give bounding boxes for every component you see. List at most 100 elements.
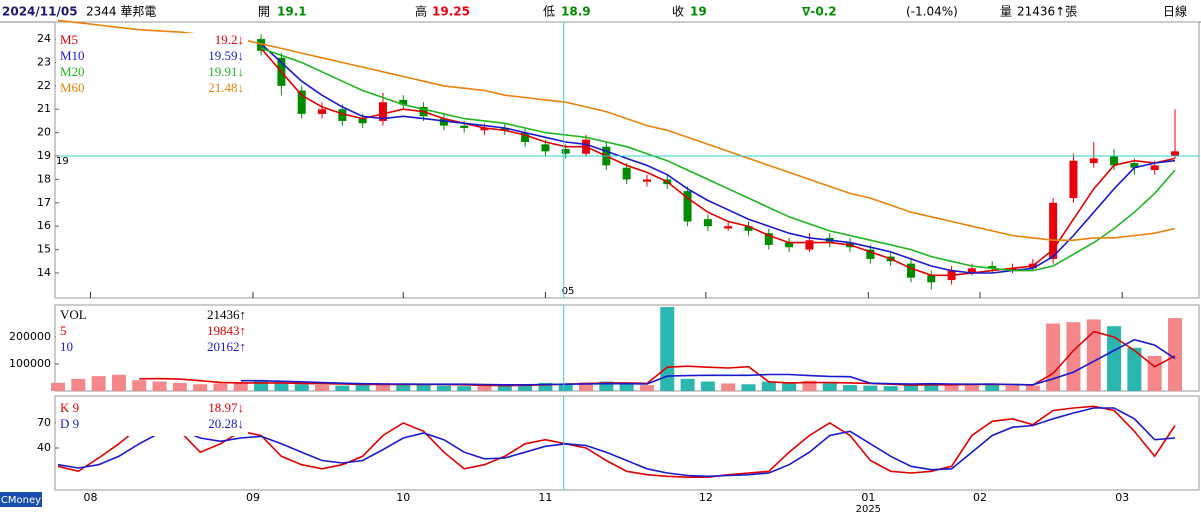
volume-bar [863, 385, 878, 391]
candle-body [541, 144, 550, 152]
candle-body [703, 219, 712, 227]
volume-bar [375, 382, 390, 391]
y-tick-label: 21 [37, 102, 51, 115]
candle-body [1171, 151, 1179, 157]
legend-value: 20.28↓ [208, 416, 244, 431]
date: 2024/11/05 [2, 5, 78, 19]
volume-bar [579, 382, 594, 391]
volume-bar [335, 385, 350, 391]
volume-bar [964, 384, 979, 391]
volume-bar [91, 376, 106, 391]
volume-bar [477, 385, 492, 391]
candle-body [967, 268, 976, 273]
candle-body [1008, 268, 1017, 271]
legend-name: M60 [60, 80, 85, 95]
candle-body [378, 102, 387, 121]
volume-bar [741, 384, 756, 391]
volume-bar [457, 386, 472, 391]
legend-name: M20 [60, 64, 85, 79]
stock-name: 2344 華邦電 [86, 5, 156, 19]
candle-body [1069, 160, 1078, 199]
volume-bar [254, 381, 269, 391]
volume-bar [416, 385, 431, 391]
volume-bar [1147, 355, 1162, 391]
y-tick-label: 14 [37, 266, 51, 279]
volume-bar [1086, 319, 1101, 391]
crosshair-y-label: 19 [56, 156, 69, 167]
legend-value: 19843↑ [207, 323, 246, 338]
x-tick-label: 08 [83, 491, 97, 504]
legend-name: 10 [60, 339, 73, 354]
volume-bar [1005, 385, 1020, 391]
volume-bar [355, 385, 370, 391]
candle-body [683, 191, 692, 222]
legend-value: 20162↑ [207, 339, 246, 354]
line-series [240, 338, 1176, 386]
open-label: 開 [258, 5, 270, 19]
candle-body [358, 118, 367, 124]
legend-name: VOL [60, 307, 87, 322]
legend-name: D 9 [60, 416, 79, 431]
volume-bar [71, 378, 86, 391]
legend-box [56, 308, 250, 359]
legend-value: 18.97↓ [208, 400, 244, 415]
volume-bar [843, 385, 858, 391]
y-tick-label: 100000 [9, 357, 51, 370]
volume-bar [51, 382, 65, 391]
volume-bar [193, 384, 208, 391]
y-tick-label: 23 [37, 55, 51, 68]
volume-bar [1025, 385, 1040, 391]
y-tick-label: 40 [37, 441, 51, 454]
candle-body [257, 39, 266, 51]
volume-bar [172, 382, 187, 391]
y-tick-label: 20 [37, 126, 51, 139]
candle-body [785, 242, 794, 248]
change: ∇-0.2 [802, 5, 837, 19]
y-tick-label: 19 [37, 149, 51, 162]
candle-body [500, 127, 509, 131]
candle-body [988, 265, 997, 269]
brand-box [0, 492, 42, 507]
x-tick-label: 01 [861, 491, 875, 504]
x-tick-label: 12 [699, 491, 713, 504]
volume-bar [782, 382, 797, 391]
volume-bar [233, 382, 248, 391]
line-series [260, 43, 1176, 274]
x-tick-label: 09 [246, 491, 260, 504]
volume-bar [558, 383, 573, 391]
candle-body [1150, 165, 1159, 171]
volume-bar [497, 385, 512, 391]
candle-body [460, 125, 469, 128]
volume-bar [985, 385, 1000, 391]
volume-bar [518, 384, 533, 391]
plot-layer: 19 05 14 15 16 17 18 19 20 21 22 23 24 M5 19.2↓ M10 19.5… [9, 19, 1199, 514]
legend-box [56, 401, 248, 436]
volume-bar [924, 383, 939, 391]
legend-value: 19.2↓ [215, 32, 244, 47]
legend-name: K 9 [60, 400, 79, 415]
candle-body [521, 132, 530, 142]
low-label: 低 [543, 5, 555, 19]
high-label: 高 [415, 4, 427, 19]
kd-panel [54, 395, 1200, 491]
candle-body [338, 109, 347, 121]
volume-bar [396, 384, 411, 391]
volume-bar [294, 384, 309, 391]
volume-bar [538, 382, 553, 391]
volume-bar [639, 385, 654, 391]
legend-box [56, 33, 248, 100]
candle-body [1089, 158, 1098, 164]
line-series [260, 47, 1176, 272]
candle-body [724, 226, 733, 229]
volume-bar [315, 385, 330, 391]
volume-label: 量 [1000, 5, 1012, 19]
volume-bar [111, 374, 126, 391]
volume-bar [1127, 347, 1142, 391]
candle-body [480, 127, 489, 131]
volume-bar [599, 381, 614, 391]
legend-name: M5 [60, 32, 78, 47]
price-panel [54, 21, 1200, 299]
volume-value: 21436↑張 [1017, 5, 1077, 19]
x-tick-label: 11 [538, 491, 552, 504]
